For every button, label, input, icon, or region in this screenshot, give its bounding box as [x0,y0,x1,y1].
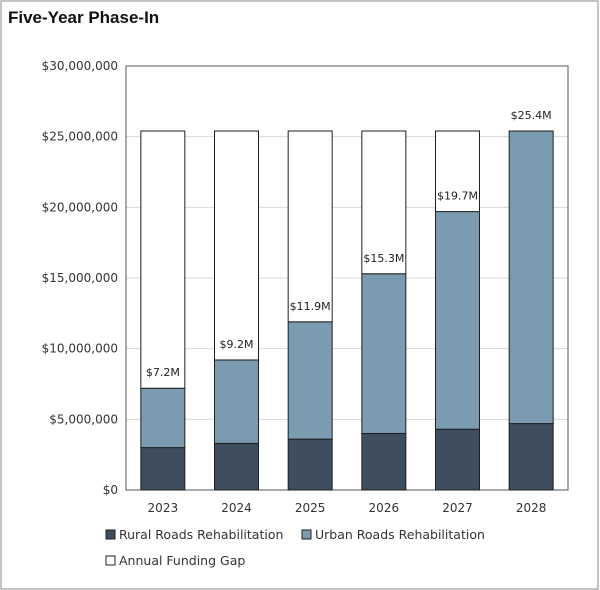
bar-segment-urban [287,321,333,440]
bar-segment-urban [435,211,480,430]
data-label: $15.3M [363,252,404,265]
grid-lines [125,65,569,491]
bars [140,130,554,491]
bar-segment-rural [435,428,480,491]
bar-segment-gap [140,130,186,389]
data-label: $25.4M [511,109,552,122]
y-tick-label: $25,000,000 [42,130,118,144]
x-axis: 2023 2024 2025 2026 2027 2028 [148,501,547,515]
x-tick-label: 2028 [516,501,547,515]
legend-swatch [105,529,116,540]
data-label: $9.2M [220,338,254,351]
bar-segment-rural [508,423,554,491]
legend: Rural Roads Rehabilitation Urban Roads Re… [105,527,485,568]
data-label: $19.7M [437,190,478,203]
legend-swatch [105,555,116,566]
bar-segment-gap [214,130,259,361]
plot-area-border [125,65,569,491]
bar-segment-gap [361,130,407,275]
legend-swatch [301,529,312,540]
y-tick-label: $5,000,000 [49,412,118,426]
y-tick-label: $10,000,000 [42,342,118,356]
bar-segment-urban [214,359,259,444]
y-tick-label: $0 [103,483,118,497]
x-tick-label: 2023 [148,501,179,515]
bar-segment-urban [140,387,186,449]
y-tick-label: $15,000,000 [42,271,118,285]
y-tick-label: $30,000,000 [42,59,118,73]
bar-segment-rural [214,442,259,491]
legend-label: Annual Funding Gap [119,553,245,568]
bar-segment-gap [287,130,333,323]
data-labels: $7.2M $9.2M $11.9M $15.3M $19.7M $25.4M [146,109,552,379]
bar-segment-rural [287,438,333,491]
x-tick-label: 2027 [442,501,473,515]
data-label: $11.9M [290,300,331,313]
bar-segment-rural [361,432,407,491]
x-tick-label: 2024 [221,501,252,515]
legend-label: Rural Roads Rehabilitation [119,527,283,542]
y-axis: $0 $5,000,000 $10,000,000 $15,000,000 $20,00… [42,59,118,497]
x-tick-label: 2025 [295,501,326,515]
bar-segment-urban [361,273,407,434]
bar-segment-gap [435,130,480,213]
legend-label: Urban Roads Rehabilitation [315,527,485,542]
bar-segment-rural [140,447,186,491]
chart-title: Five-Year Phase-In [8,8,160,27]
y-tick-label: $20,000,000 [42,200,118,214]
data-label: $7.2M [146,366,180,379]
x-tick-label: 2026 [369,501,400,515]
bar-segment-urban [508,130,554,425]
